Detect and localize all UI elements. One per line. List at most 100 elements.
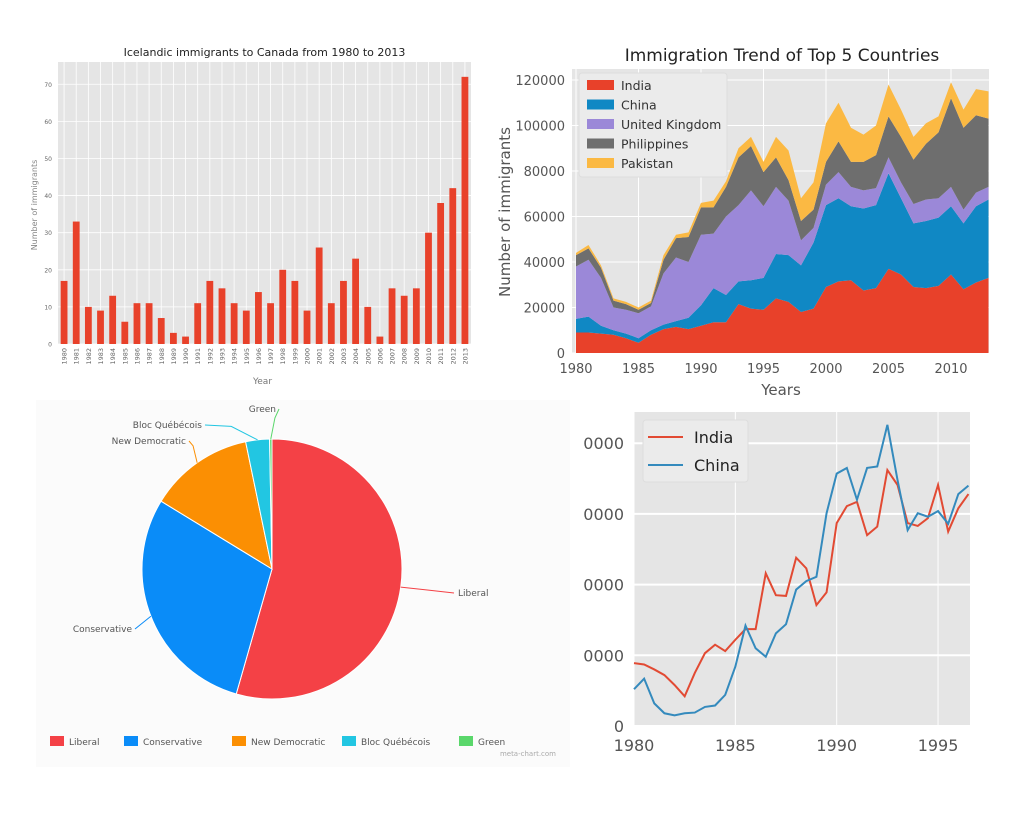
legend-label: Philippines <box>621 137 688 152</box>
bar <box>315 247 323 344</box>
bar <box>412 288 420 344</box>
area-pakistan <box>576 82 989 310</box>
slice-label: New Democratic <box>112 437 186 447</box>
legend-label: China <box>694 456 740 475</box>
bar <box>340 280 347 344</box>
bar <box>121 321 129 344</box>
bar <box>72 221 80 344</box>
x-tick-label: 1992 <box>206 348 214 365</box>
y-tick-label: 120000 <box>515 74 565 89</box>
leader-line <box>204 424 258 441</box>
pie-slice-liberal <box>235 438 403 700</box>
x-tick-label: 1994 <box>231 348 239 365</box>
bar <box>133 303 141 344</box>
bar <box>400 295 408 344</box>
y-tick-label: 0 <box>614 717 624 736</box>
legend-swatch <box>587 80 614 90</box>
bar <box>352 258 360 344</box>
x-tick-label: 2006 <box>376 348 384 365</box>
x-tick-label: 2013 <box>461 348 469 365</box>
x-tick-label: 1981 <box>73 348 81 365</box>
x-tick-label: 1996 <box>255 348 263 365</box>
x-tick-label: 1988 <box>158 348 166 365</box>
y-tick-label: 40000 <box>524 256 565 271</box>
slice-label: Green <box>249 405 276 415</box>
x-tick-label: 1990 <box>816 736 857 755</box>
x-tick-label: 2005 <box>364 348 372 365</box>
x-tick-label: 1980 <box>61 348 69 365</box>
legend-label: Bloc Québécois <box>361 737 431 748</box>
x-tick-label: 1991 <box>194 348 202 365</box>
y-tick-label: 100000 <box>515 120 565 135</box>
bar <box>97 310 104 344</box>
y-tick-label: 60 <box>44 119 52 126</box>
slice-label: Bloc Québécois <box>133 420 203 431</box>
legend-box <box>578 72 728 178</box>
y-tick-label: 80000 <box>524 165 565 180</box>
legend-label: Liberal <box>69 738 99 748</box>
x-tick-label: 1990 <box>182 348 190 365</box>
bar <box>388 288 396 344</box>
bar <box>218 288 226 344</box>
legend-swatch <box>587 158 614 168</box>
legend-label: New Democratic <box>251 738 325 748</box>
x-tick-label: 2008 <box>401 348 409 365</box>
chart-title: Icelandic immigrants to Canada from 1980… <box>124 46 406 59</box>
x-tick-label: 2007 <box>389 348 397 365</box>
bar <box>449 188 457 344</box>
legend-swatch <box>587 138 614 149</box>
x-tick-label: 2002 <box>328 348 336 365</box>
pie-chart-parties: Liberal Conservative New Democratic Bloc Qu… <box>36 400 570 767</box>
x-tick-label: 1987 <box>146 348 154 365</box>
x-tick-label: 1999 <box>291 348 299 365</box>
y-tick-label: 40 <box>44 193 52 200</box>
y-tick-label: 30 <box>44 230 52 237</box>
bar <box>230 303 238 344</box>
area-philippines <box>576 98 989 314</box>
leader-line <box>270 408 280 440</box>
y-tick-label: 70 <box>44 82 52 89</box>
y-axis-label: Number of immigrants <box>496 127 514 297</box>
x-tick-label: 1995 <box>243 348 251 365</box>
watermark: meta-chart.com <box>500 750 556 758</box>
area-india <box>576 268 989 353</box>
legend-swatch <box>50 736 64 746</box>
legend-label: Green <box>478 738 505 748</box>
x-tick-label: 1980 <box>559 362 592 377</box>
bar <box>109 295 117 344</box>
bar <box>84 306 92 344</box>
line-india <box>633 467 970 699</box>
y-tick-label: 20 <box>44 267 52 274</box>
y-tick-label: 0000 <box>583 505 624 524</box>
plot-background <box>58 62 471 344</box>
y-tick-label: 0 <box>557 347 565 362</box>
x-tick-label: 1993 <box>218 348 226 365</box>
x-tick-label: 2005 <box>872 362 905 377</box>
y-tick-label: 50 <box>44 156 52 163</box>
bar <box>145 303 153 344</box>
legend-swatch <box>459 736 473 746</box>
bar <box>182 336 189 344</box>
y-tick-label: 0000 <box>583 434 624 453</box>
x-tick-label: 2011 <box>437 348 445 365</box>
x-tick-label: 1985 <box>715 736 756 755</box>
legend-label: Pakistan <box>621 156 673 171</box>
legend-label: United Kingdom <box>621 117 721 132</box>
legend-swatch <box>342 736 356 746</box>
x-tick-label: 2000 <box>809 362 842 377</box>
legend-swatch <box>232 736 246 746</box>
bar <box>60 280 68 344</box>
bar <box>206 280 214 344</box>
y-axis-label: Number of immigrants <box>30 160 39 251</box>
y-tick-label: 10 <box>44 304 52 311</box>
x-tick-label: 2010 <box>934 362 967 377</box>
x-tick-label: 2000 <box>304 348 312 365</box>
x-tick-label: 1995 <box>747 362 780 377</box>
y-tick-label: 0 <box>48 342 52 349</box>
x-tick-label: 1990 <box>684 362 717 377</box>
bar <box>364 306 372 344</box>
x-tick-label: 1997 <box>267 348 275 365</box>
line-china <box>633 424 970 717</box>
bar <box>157 318 165 344</box>
bar <box>291 280 299 344</box>
